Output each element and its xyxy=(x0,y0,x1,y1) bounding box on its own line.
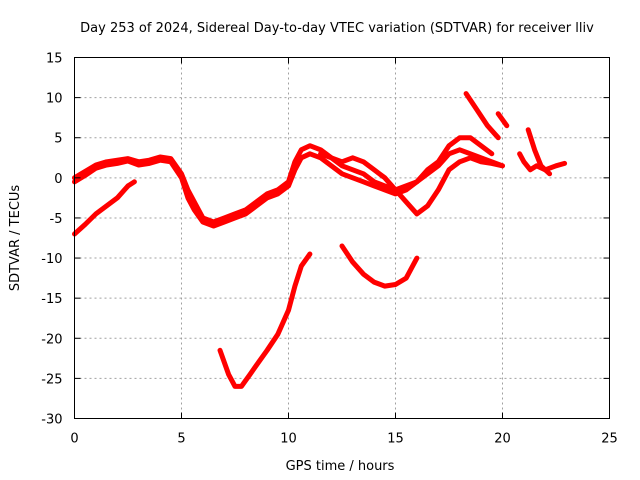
y-tick-label: -15 xyxy=(41,292,62,307)
x-tick-label: 20 xyxy=(494,432,511,447)
y-tick-label: 10 xyxy=(46,92,63,107)
x-tick-label: 10 xyxy=(280,432,297,447)
x-tick-label: 0 xyxy=(70,432,78,447)
series-line-7 xyxy=(463,91,501,141)
series-line-10 xyxy=(525,127,553,177)
y-tick-label: -25 xyxy=(41,372,62,387)
x-tick-label: 25 xyxy=(601,432,618,447)
y-tick-label: -5 xyxy=(50,212,63,227)
series-layer xyxy=(72,91,568,389)
x-tick-label: 15 xyxy=(387,432,404,447)
y-tick-label: -30 xyxy=(41,413,62,428)
x-tick-label: 5 xyxy=(177,432,185,447)
series-line-3 xyxy=(318,151,505,217)
y-tick-label: -20 xyxy=(41,332,62,347)
y-axis-label: SDTVAR / TECUs xyxy=(8,185,23,292)
x-axis-label: GPS time / hours xyxy=(286,459,395,474)
y-tick-label: 5 xyxy=(54,132,62,147)
chart-title: Day 253 of 2024, Sidereal Day-to-day VTE… xyxy=(80,21,594,36)
series-line-4 xyxy=(72,179,137,237)
axis-ticks: 0 5 10 15 20 25 -30 -25 -20 -15 -10 -5 0 5 10 15 xyxy=(41,52,618,447)
series-line-9 xyxy=(517,151,568,173)
series-line-8 xyxy=(495,111,510,129)
plot-frame xyxy=(74,57,610,419)
y-tick-label: 0 xyxy=(54,172,62,187)
y-tick-label: 15 xyxy=(46,52,63,67)
series-line-6 xyxy=(339,243,420,289)
grid xyxy=(74,57,610,419)
series-line-5 xyxy=(217,251,313,389)
series-line-2 xyxy=(72,135,495,229)
y-tick-label: -10 xyxy=(41,252,62,267)
